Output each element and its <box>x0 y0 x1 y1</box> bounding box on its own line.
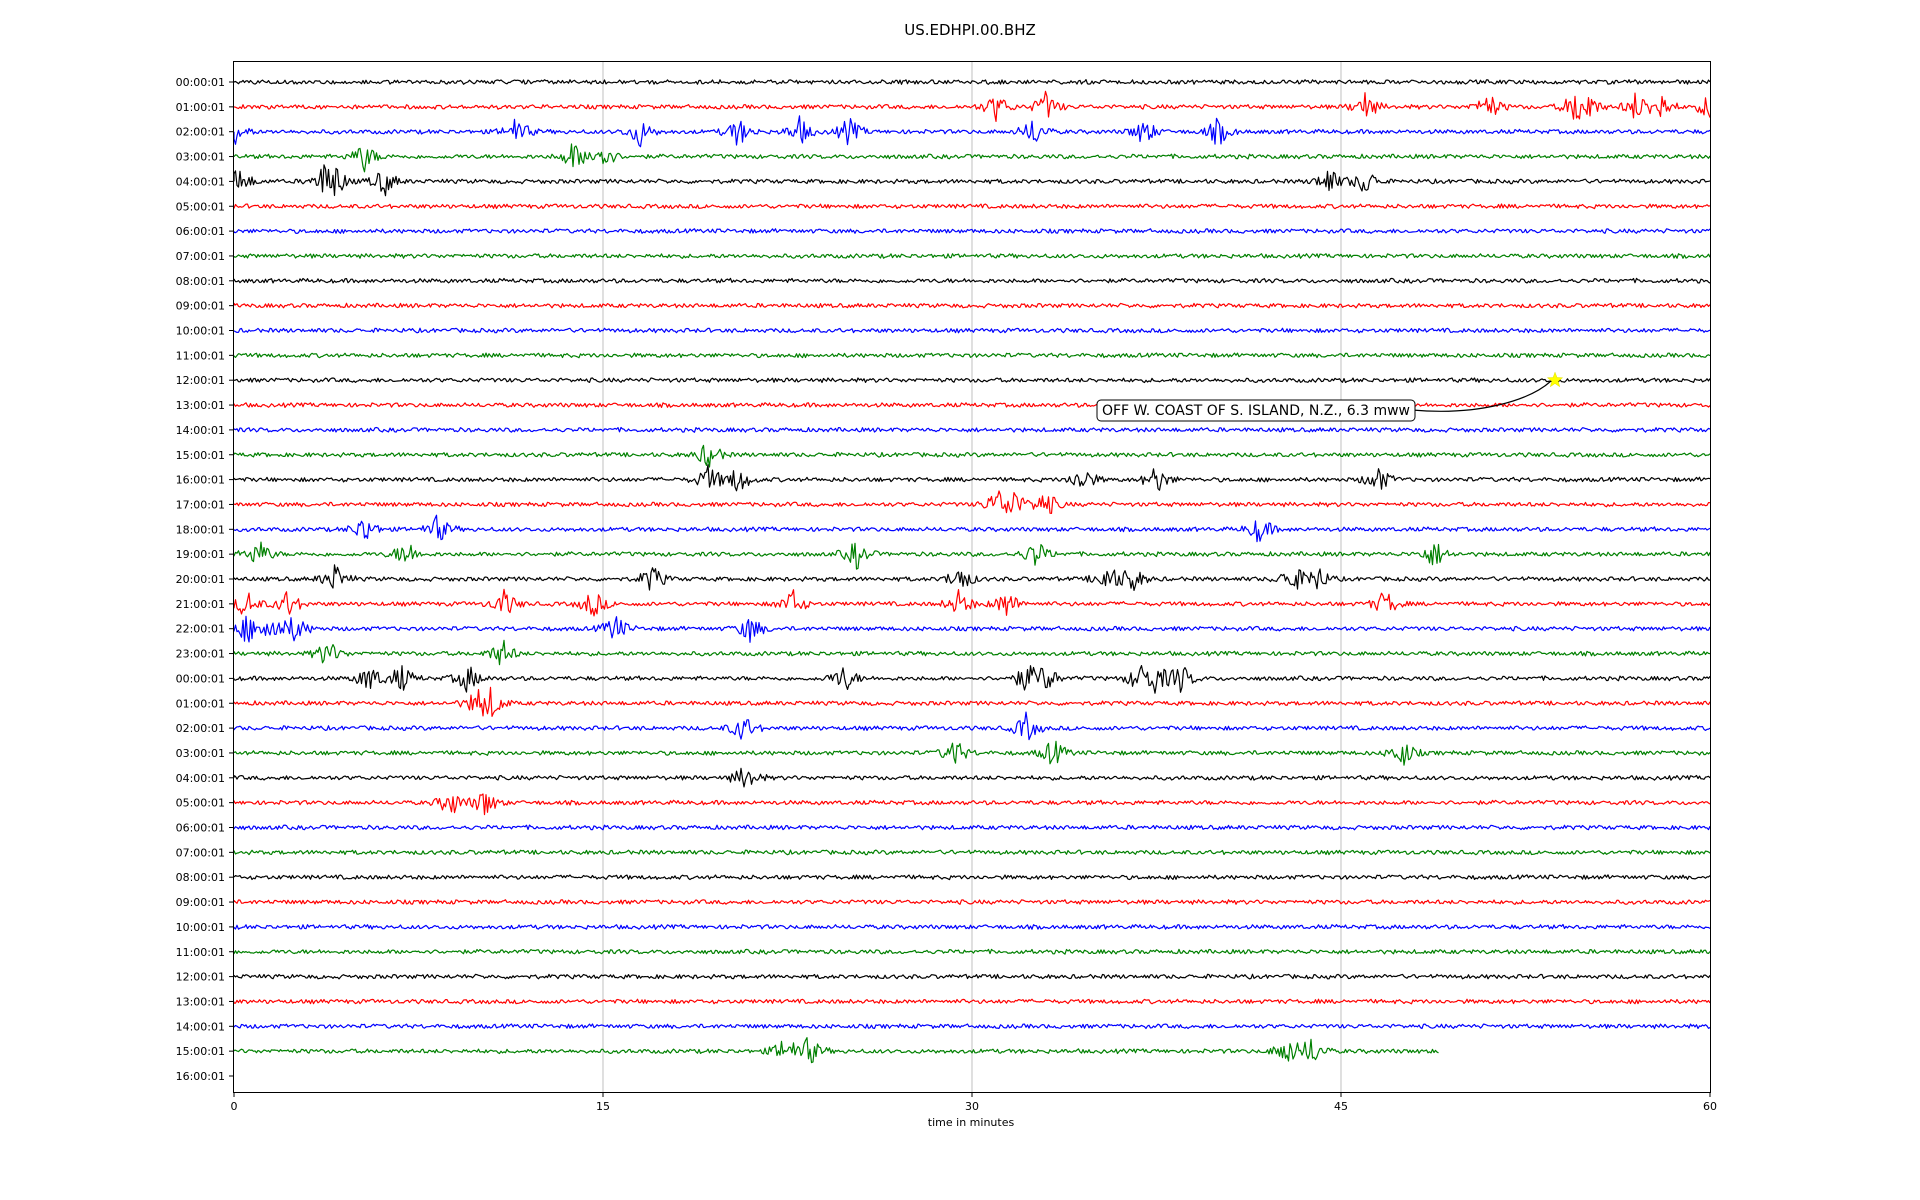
trace-line <box>233 686 1711 717</box>
x-tick-group: 0 15 30 45 60 <box>231 1092 1717 1113</box>
row-label: 04:00:01 <box>176 175 225 188</box>
row-label: 13:00:01 <box>176 399 225 412</box>
trace-group <box>233 79 1711 1064</box>
trace-line <box>233 377 1711 384</box>
x-tick-label: 0 <box>231 1100 238 1113</box>
row-label: 11:00:01 <box>176 946 225 959</box>
trace-line <box>233 426 1711 433</box>
trace-line <box>233 973 1711 980</box>
event-star-icon <box>1546 371 1564 388</box>
row-label: 07:00:01 <box>176 846 225 859</box>
row-label: 06:00:01 <box>176 225 225 238</box>
row-label: 08:00:01 <box>176 275 225 288</box>
trace-line <box>233 541 1711 570</box>
row-label: 01:00:01 <box>176 697 225 710</box>
row-label: 13:00:01 <box>176 995 225 1008</box>
trace-line <box>233 793 1711 816</box>
row-label: 03:00:01 <box>176 747 225 760</box>
trace-line <box>233 711 1711 741</box>
trace-line <box>233 464 1711 492</box>
row-label: 05:00:01 <box>176 797 225 810</box>
trace-line <box>233 588 1711 617</box>
trace-line <box>233 1037 1439 1064</box>
trace-line <box>233 352 1711 359</box>
trace-line <box>233 79 1711 85</box>
x-tick-label: 30 <box>965 1100 979 1113</box>
annotation-leader <box>1411 380 1552 412</box>
row-label: 00:00:01 <box>176 76 225 89</box>
trace-line <box>233 740 1711 766</box>
trace-line <box>233 253 1711 259</box>
trace-line <box>233 564 1711 591</box>
row-label: 16:00:01 <box>176 474 225 487</box>
trace-line <box>233 639 1711 666</box>
row-label: 11:00:01 <box>176 349 225 362</box>
row-label: 23:00:01 <box>176 648 225 661</box>
trace-line <box>233 444 1711 468</box>
trace-line <box>233 277 1711 284</box>
trace-line <box>233 402 1711 408</box>
trace-line <box>233 514 1711 543</box>
row-label: 12:00:01 <box>176 971 225 984</box>
row-label: 16:00:01 <box>176 1070 225 1083</box>
trace-line <box>233 203 1711 210</box>
trace-line <box>233 948 1711 955</box>
annotation-label: OFF W. COAST OF S. ISLAND, N.Z., 6.3 mww <box>1102 403 1410 419</box>
x-tick-label: 60 <box>1703 1100 1717 1113</box>
trace-line <box>233 824 1711 831</box>
trace-line <box>233 923 1711 930</box>
trace-line <box>233 874 1711 881</box>
row-label: 15:00:01 <box>176 1045 225 1058</box>
chart-title: US.EDHPI.00.BHZ <box>904 21 1036 39</box>
row-label: 10:00:01 <box>176 921 225 934</box>
row-label-group: 00:00:01 01:00:01 02:00:01 03:00:01 04:00:01… <box>176 76 234 1083</box>
row-label: 12:00:01 <box>176 374 225 387</box>
row-label: 01:00:01 <box>176 101 225 114</box>
row-label: 21:00:01 <box>176 598 225 611</box>
row-label: 09:00:01 <box>176 300 225 313</box>
row-label: 10:00:01 <box>176 325 225 338</box>
row-label: 03:00:01 <box>176 151 225 164</box>
row-label: 00:00:01 <box>176 672 225 685</box>
row-label: 22:00:01 <box>176 623 225 636</box>
row-label: 14:00:01 <box>176 1020 225 1033</box>
row-label: 06:00:01 <box>176 822 225 835</box>
x-tick-label: 45 <box>1334 1100 1348 1113</box>
x-axis-label: time in minutes <box>928 1116 1015 1129</box>
trace-line <box>233 143 1711 173</box>
annotation-box <box>1096 399 1416 422</box>
row-label: 02:00:01 <box>176 722 225 735</box>
trace-line <box>233 665 1711 694</box>
row-label: 17:00:01 <box>176 498 225 511</box>
trace-line <box>233 490 1711 514</box>
row-label: 18:00:01 <box>176 523 225 536</box>
trace-line <box>233 302 1711 309</box>
trace-line <box>233 228 1711 234</box>
row-label: 08:00:01 <box>176 871 225 884</box>
trace-line <box>233 849 1711 856</box>
trace-line <box>233 164 1711 197</box>
row-label: 04:00:01 <box>176 772 225 785</box>
trace-line <box>233 115 1711 148</box>
trace-line <box>233 767 1711 788</box>
row-label: 07:00:01 <box>176 250 225 263</box>
trace-line <box>233 899 1711 905</box>
trace-line <box>233 1023 1711 1030</box>
row-label: 14:00:01 <box>176 424 225 437</box>
trace-line <box>233 615 1711 643</box>
x-tick-label: 15 <box>596 1100 610 1113</box>
row-label: 09:00:01 <box>176 896 225 909</box>
row-label: 05:00:01 <box>176 200 225 213</box>
trace-line <box>233 998 1711 1005</box>
trace-line <box>233 327 1711 334</box>
row-label: 15:00:01 <box>176 449 225 462</box>
row-label: 02:00:01 <box>176 126 225 139</box>
grid-lines <box>602 62 1342 1092</box>
trace-line <box>233 90 1711 122</box>
row-label: 20:00:01 <box>176 573 225 586</box>
event-annotation: OFF W. COAST OF S. ISLAND, N.Z., 6.3 mww <box>1096 371 1564 422</box>
row-label: 19:00:01 <box>176 548 225 561</box>
